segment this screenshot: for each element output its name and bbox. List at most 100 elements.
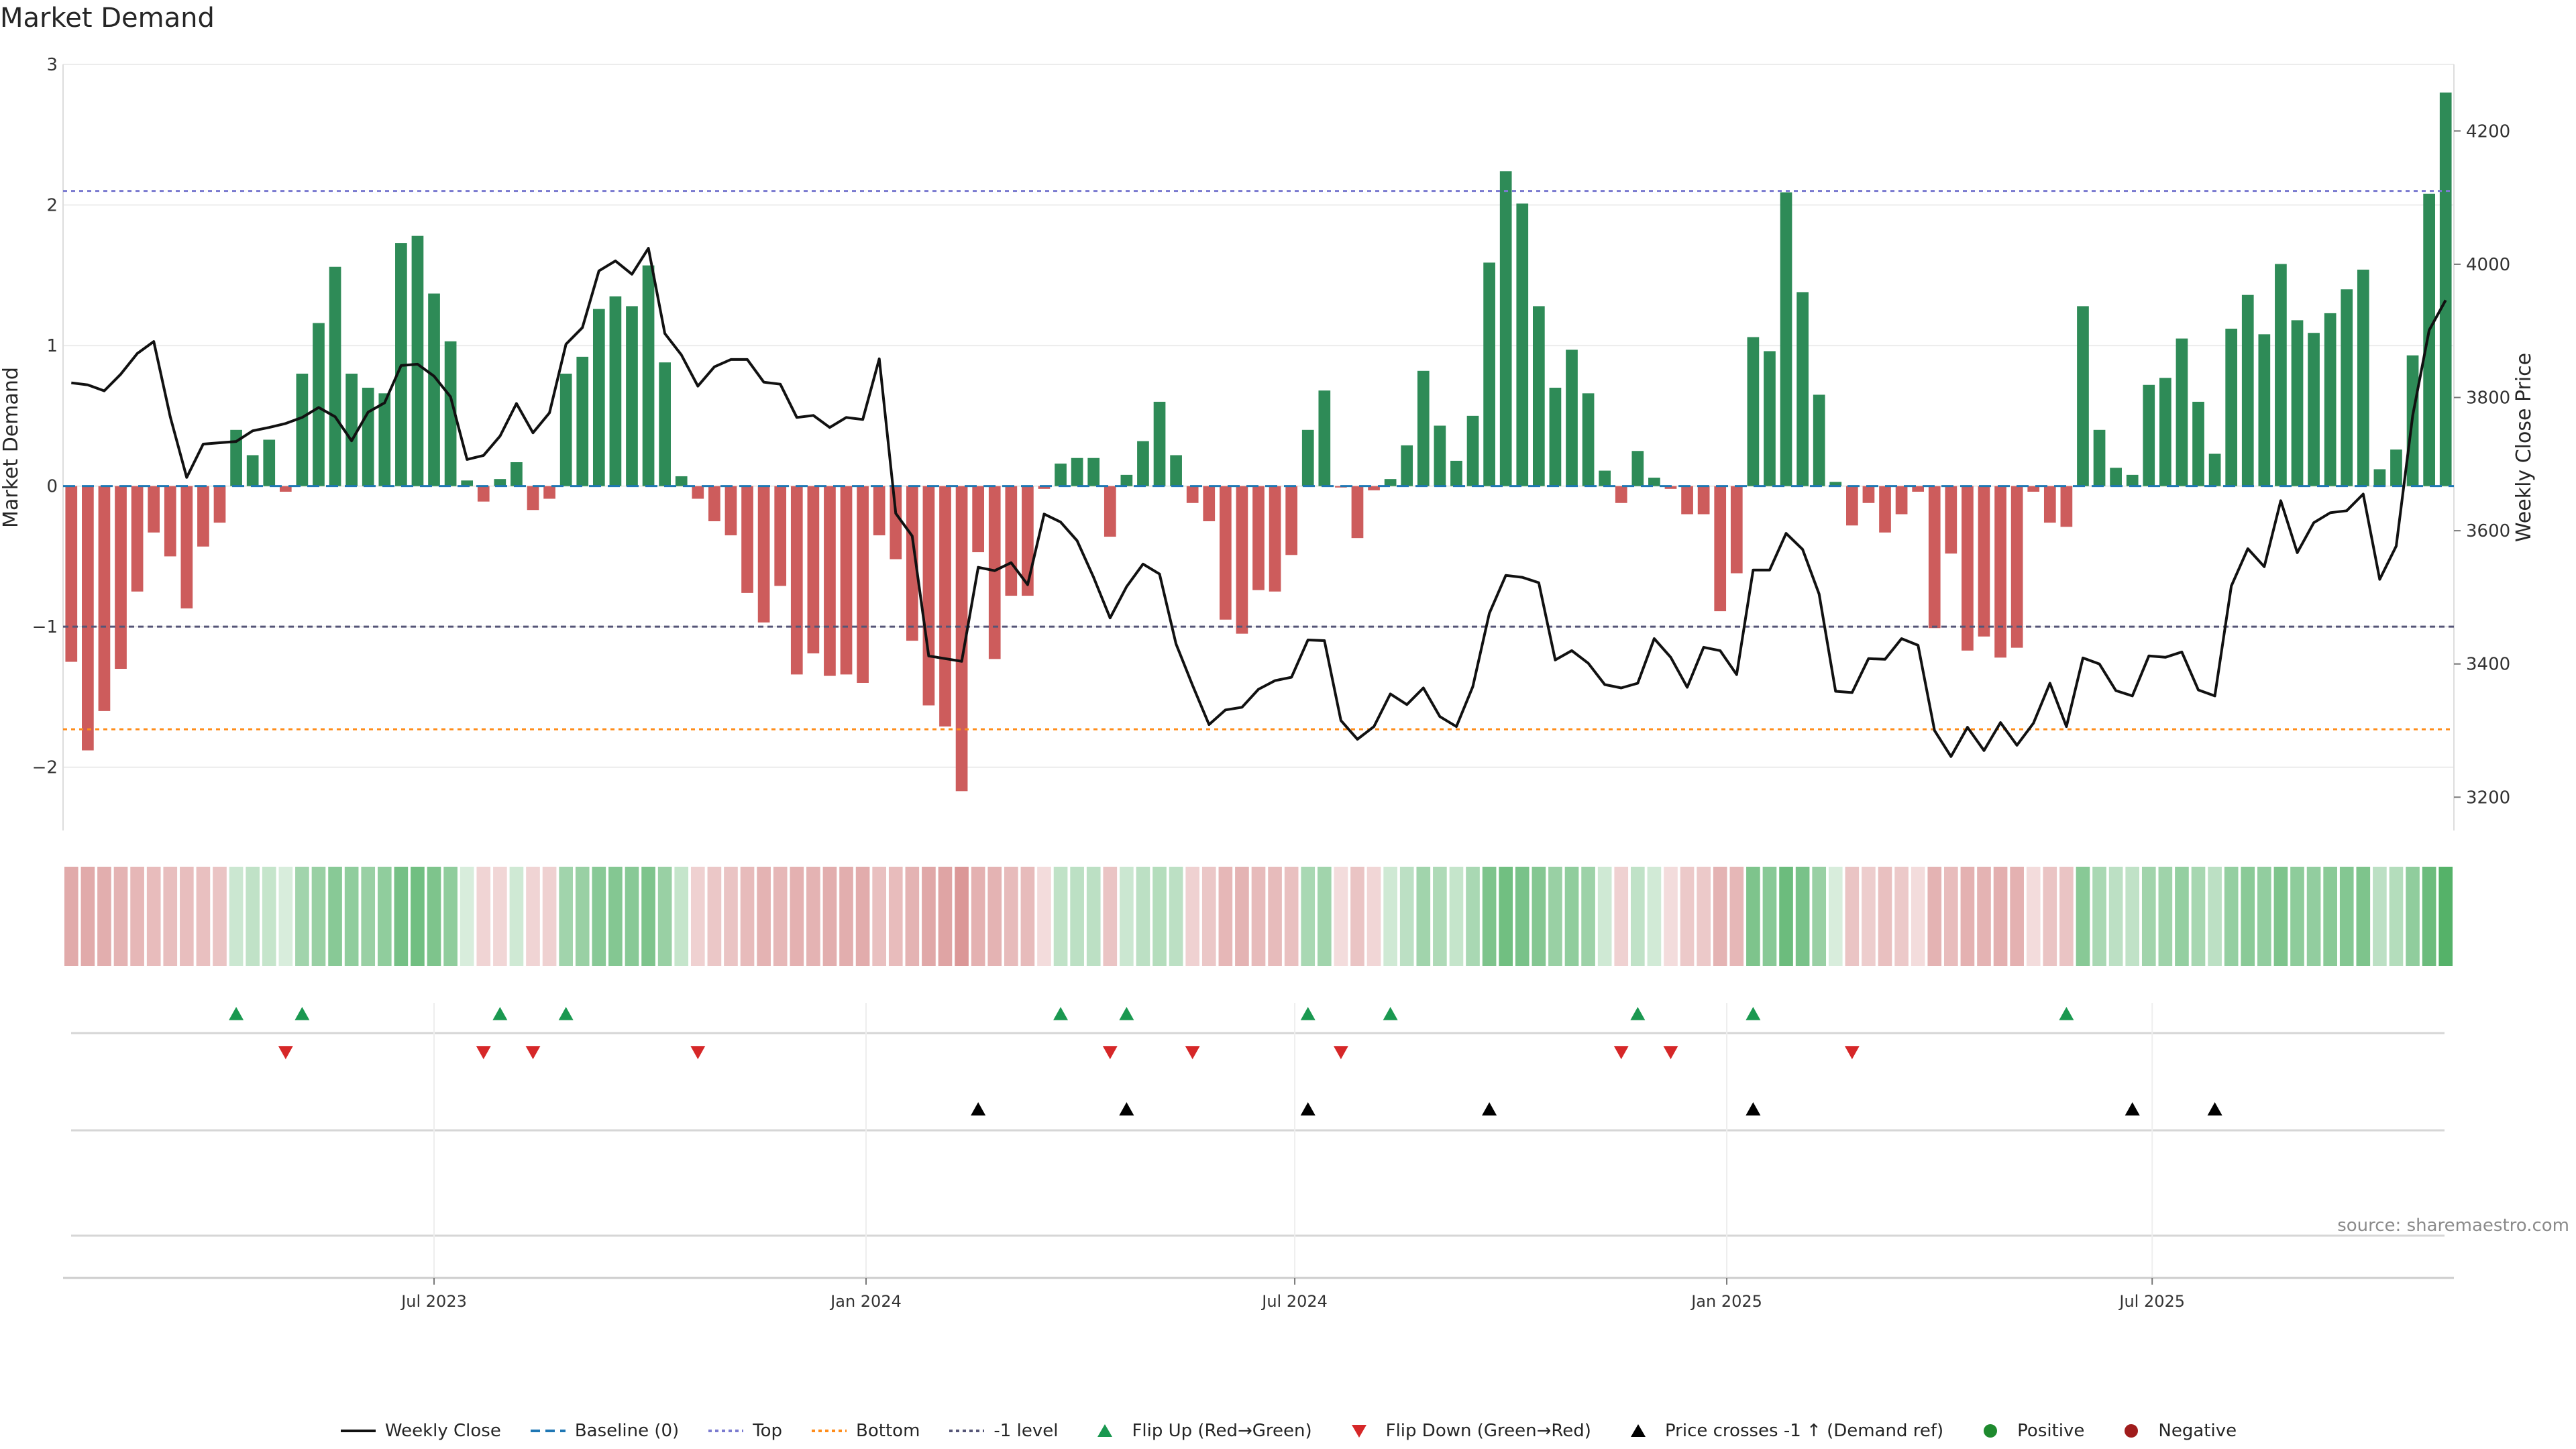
heat-cell (2092, 867, 2106, 966)
demand-bar (477, 486, 490, 502)
price-cross-marker (1300, 1102, 1316, 1116)
heat-cell (146, 867, 161, 966)
demand-bar (1813, 394, 1825, 486)
demand-bar (1532, 306, 1545, 486)
demand-bar (428, 293, 440, 486)
y-right-tick-label: 3400 (2466, 655, 2510, 675)
heat-cell (180, 867, 194, 966)
demand-bar (824, 486, 836, 676)
heat-cell (1268, 867, 1282, 966)
heat-cell (2208, 867, 2222, 966)
heat-cell (1399, 867, 1414, 966)
heat-cell (1004, 867, 1018, 966)
heat-cell (1944, 867, 1958, 966)
legend-swatch (708, 1430, 744, 1432)
demand-bar (1417, 370, 1430, 486)
heat-cell (1317, 867, 1332, 966)
heat-cell (64, 867, 78, 966)
heat-cell (163, 867, 178, 966)
heat-cell (1779, 867, 1793, 966)
demand-bar (1862, 486, 1875, 503)
heat-cell (790, 867, 804, 966)
legend-swatch (1984, 1424, 1998, 1438)
demand-bar (890, 486, 902, 559)
demand-bar (1368, 486, 1380, 490)
heat-cell (1284, 867, 1299, 966)
heat-cell (1894, 867, 1909, 966)
demand-bar (2027, 486, 2040, 492)
demand-bar (1137, 441, 1149, 486)
heat-cell (690, 867, 705, 966)
demand-bar (1071, 458, 1083, 486)
y-left-tick-label: −2 (32, 758, 58, 778)
legend-item: Top (707, 1421, 782, 1441)
demand-bar (2010, 486, 2023, 648)
legend-item: Bottom (810, 1421, 920, 1441)
demand-bar (1895, 486, 1908, 515)
heat-cell (262, 867, 276, 966)
heat-cell (542, 867, 557, 966)
heat-cell (377, 867, 392, 966)
demand-bar (1055, 464, 1067, 486)
flip-down-marker (476, 1046, 491, 1059)
heat-cell (443, 867, 458, 966)
demand-bar (1945, 486, 1957, 554)
heat-cell (1597, 867, 1612, 966)
demand-bar (2439, 92, 2452, 486)
legend-label: Weekly Close (384, 1421, 501, 1441)
heat-cell (1366, 867, 1381, 966)
heat-cell (2422, 867, 2436, 966)
flip-down-marker (690, 1046, 706, 1059)
demand-bar (65, 486, 78, 662)
y-right-tick-label: 3200 (2466, 788, 2510, 808)
heat-cell (1235, 867, 1249, 966)
heat-cell (1515, 867, 1529, 966)
demand-bar (1516, 203, 1529, 486)
demand-bar (1466, 415, 1479, 486)
demand-bar (1582, 393, 1595, 486)
demand-bar (955, 486, 968, 792)
demand-bar (180, 486, 193, 608)
legend-item: Flip Down (Green→Red) (1340, 1421, 1591, 1441)
heat-cell (2389, 867, 2404, 966)
heat-cell (1350, 867, 1364, 966)
legend-label: Flip Up (Red→Green) (1132, 1421, 1312, 1441)
heat-cell (2339, 867, 2354, 966)
flip-up-marker (1630, 1007, 1646, 1020)
demand-bar (197, 486, 209, 547)
demand-bar (692, 486, 704, 499)
flip-down-marker (1844, 1046, 1860, 1059)
heat-cell (674, 867, 689, 966)
heat-cell (1334, 867, 1348, 966)
heat-cell (311, 867, 326, 966)
heat-cell (1680, 867, 1695, 966)
demand-bar (840, 486, 853, 675)
demand-bar (494, 479, 506, 486)
demand-bar (1566, 350, 1578, 486)
heat-cell (1729, 867, 1744, 966)
heat-cell (1911, 867, 1925, 966)
heat-cell (2043, 867, 2057, 966)
demand-bar (2423, 193, 2435, 486)
heat-cell (1416, 867, 1431, 966)
heat-cell (608, 867, 623, 966)
heat-cell (1070, 867, 1084, 966)
demand-bar (2225, 328, 2238, 486)
demand-bar (1994, 486, 2006, 658)
heat-cell (1103, 867, 1118, 966)
heat-cell (509, 867, 524, 966)
legend-item: Price crosses -1 ↑ (Demand ref) (1619, 1421, 1943, 1441)
heat-cell (1218, 867, 1233, 966)
source-note: source: sharemaestro.com (2337, 1216, 2569, 1236)
heat-cell (361, 867, 376, 966)
x-tick-label: Jul 2025 (2118, 1292, 2185, 1311)
demand-bar (757, 486, 770, 623)
demand-bar (1912, 486, 1925, 492)
heat-cell (657, 867, 672, 966)
demand-bar (1384, 479, 1397, 486)
demand-bar (741, 486, 753, 593)
heat-cell (1746, 867, 1760, 966)
demand-bar (1697, 486, 1710, 515)
demand-bar (2390, 449, 2402, 486)
demand-bar (148, 486, 160, 533)
